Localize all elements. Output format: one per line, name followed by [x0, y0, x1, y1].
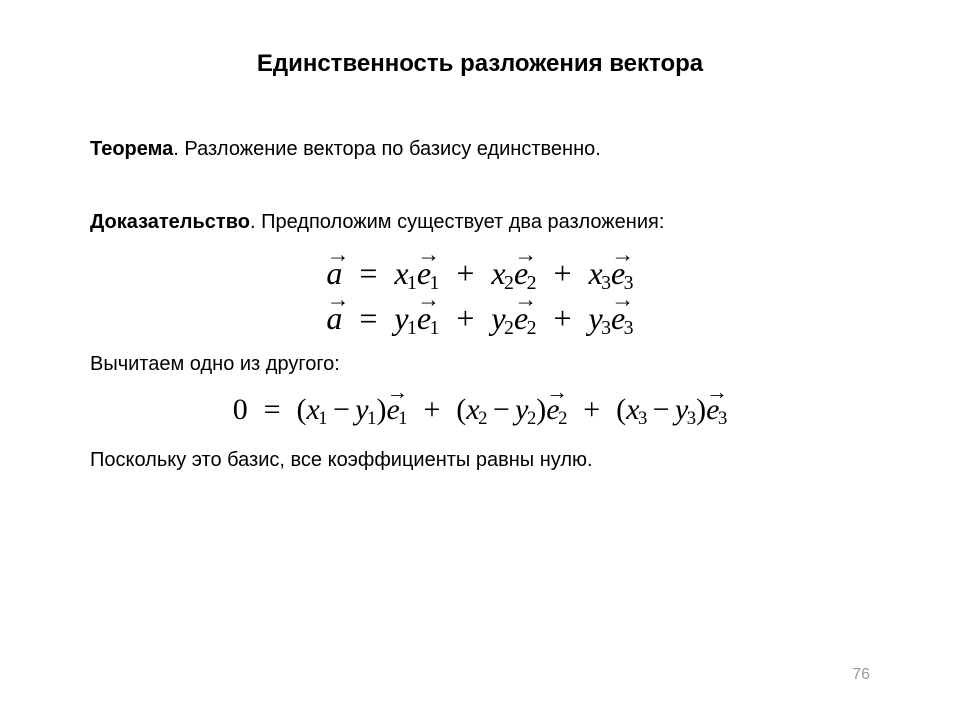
- lparen: (: [616, 393, 626, 426]
- vector-e2: →e: [546, 390, 559, 431]
- plus-sign: +: [447, 300, 483, 336]
- sub-2: 2: [504, 317, 514, 339]
- plus-sign: +: [545, 255, 581, 291]
- rparen: ): [696, 393, 706, 426]
- equation-difference: 0 = (x1−y1)→e1 + (x2−y2)→e2 + (x3−y3)→e3: [90, 390, 870, 431]
- lparen: (: [296, 393, 306, 426]
- slide-title: Единственность разложения вектора: [90, 50, 870, 78]
- rparen: ): [536, 393, 546, 426]
- sub-1: 1: [407, 317, 417, 339]
- sub-3: 3: [601, 317, 611, 339]
- equals-sign: =: [350, 300, 386, 336]
- zero: 0: [233, 393, 248, 426]
- equals-sign: =: [350, 255, 386, 291]
- plus-sign: +: [447, 255, 483, 291]
- equation-x-decomposition: →a = x1→e1 + x2→e2 + x3→e3: [90, 252, 870, 297]
- vector-e3: →e: [611, 297, 625, 340]
- sub-3: 3: [601, 272, 611, 294]
- minus-sign: −: [647, 393, 675, 426]
- theorem-label: Теорема: [90, 138, 173, 160]
- lparen: (: [456, 393, 466, 426]
- vector-e2: →e: [514, 297, 528, 340]
- sub-1: 1: [407, 272, 417, 294]
- proof-intro: Доказательство. Предположим существует д…: [90, 211, 870, 234]
- proof-conclusion: Поскольку это базис, все коэффициенты ра…: [90, 449, 870, 472]
- sub-3: 3: [638, 408, 647, 429]
- equation-y-decomposition: →a = y1→e1 + y2→e2 + y3→e3: [90, 297, 870, 342]
- vector-a: →a: [326, 297, 342, 340]
- sub-1: 1: [318, 408, 327, 429]
- sub-2: 2: [527, 408, 536, 429]
- theorem-statement: Теорема. Разложение вектора по базису ед…: [90, 138, 870, 161]
- sub-3: 3: [687, 408, 696, 429]
- rparen: ): [376, 393, 386, 426]
- vector-e3: →e: [706, 390, 719, 431]
- proof-label: Доказательство: [90, 211, 250, 233]
- proof-mid-text: Вычитаем одно из другого:: [90, 353, 870, 376]
- minus-sign: −: [487, 393, 515, 426]
- vector-e1: →e: [386, 390, 399, 431]
- vector-e1: →e: [417, 297, 431, 340]
- minus-sign: −: [328, 393, 356, 426]
- plus-sign: +: [545, 300, 581, 336]
- plus-sign: +: [415, 393, 449, 426]
- page-number: 76: [852, 666, 870, 684]
- proof-intro-text: . Предположим существует два разложения:: [250, 211, 664, 233]
- plus-sign: +: [575, 393, 609, 426]
- theorem-text: . Разложение вектора по базису единствен…: [173, 138, 601, 160]
- equals-sign: =: [255, 393, 289, 426]
- sub-2: 2: [504, 272, 514, 294]
